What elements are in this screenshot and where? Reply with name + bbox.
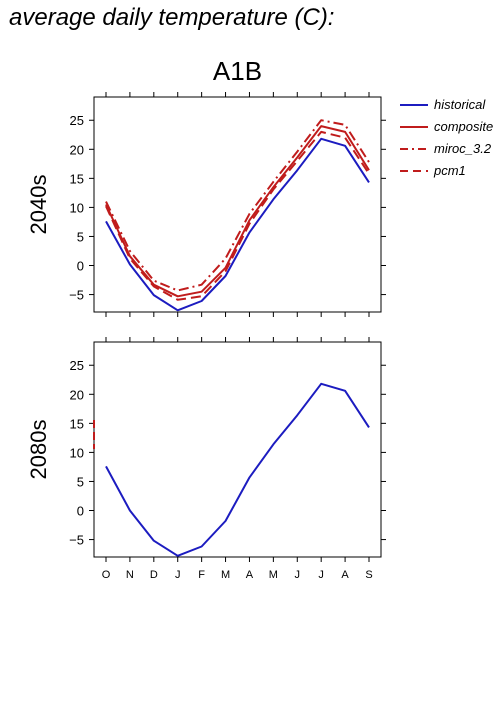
legend-label-historical: historical (434, 97, 486, 112)
y-tick-label: −5 (69, 288, 84, 303)
panel-label-2080s: 2080s (26, 420, 51, 480)
y-tick-label: 15 (70, 171, 84, 186)
series-line-miroc-3-2-2040s (105, 119, 370, 292)
legend-label-pcm1: pcm1 (433, 163, 466, 178)
series-line-pcm1-2040s (105, 130, 370, 301)
x-tick-label: F (198, 569, 205, 581)
x-tick-label: N (126, 569, 134, 581)
panel-label-2040s: 2040s (26, 175, 51, 235)
panel-frame-2080s (93, 341, 382, 558)
y-tick-label: 5 (77, 229, 84, 244)
x-tick-label: M (269, 569, 278, 581)
panel-frame-2040s (93, 96, 382, 313)
y-tick-label: −5 (69, 533, 84, 548)
x-tick-label: A (341, 569, 349, 581)
y-tick-label: 25 (70, 113, 84, 128)
x-tick-label: M (221, 569, 230, 581)
x-tick-label: J (318, 569, 324, 581)
y-tick-label: 0 (77, 259, 84, 274)
y-tick-label: 0 (77, 504, 84, 519)
series-line-historical-2040s (105, 137, 370, 312)
x-tick-label: D (150, 569, 158, 581)
y-tick-label: 10 (70, 445, 84, 460)
y-tick-label: 25 (70, 358, 84, 373)
x-tick-label: O (102, 569, 111, 581)
page-heading: average daily temperature (C): (9, 4, 335, 31)
x-tick-label: J (175, 569, 181, 581)
series-line-composite-2040s (105, 125, 370, 298)
y-tick-label: 20 (70, 142, 84, 157)
y-tick-label: 5 (77, 474, 84, 489)
y-tick-label: 20 (70, 387, 84, 402)
legend-label-composite: composite (434, 119, 493, 134)
x-tick-label: S (365, 569, 372, 581)
chart-title: A1B (213, 56, 262, 86)
x-tick-label: A (246, 569, 254, 581)
y-tick-label: 10 (70, 200, 84, 215)
y-tick-label: 15 (70, 416, 84, 431)
series-line-historical-2080s (105, 382, 370, 557)
legend-label-miroc-3-2: miroc_3.2 (434, 141, 492, 156)
x-tick-label: J (295, 569, 301, 581)
